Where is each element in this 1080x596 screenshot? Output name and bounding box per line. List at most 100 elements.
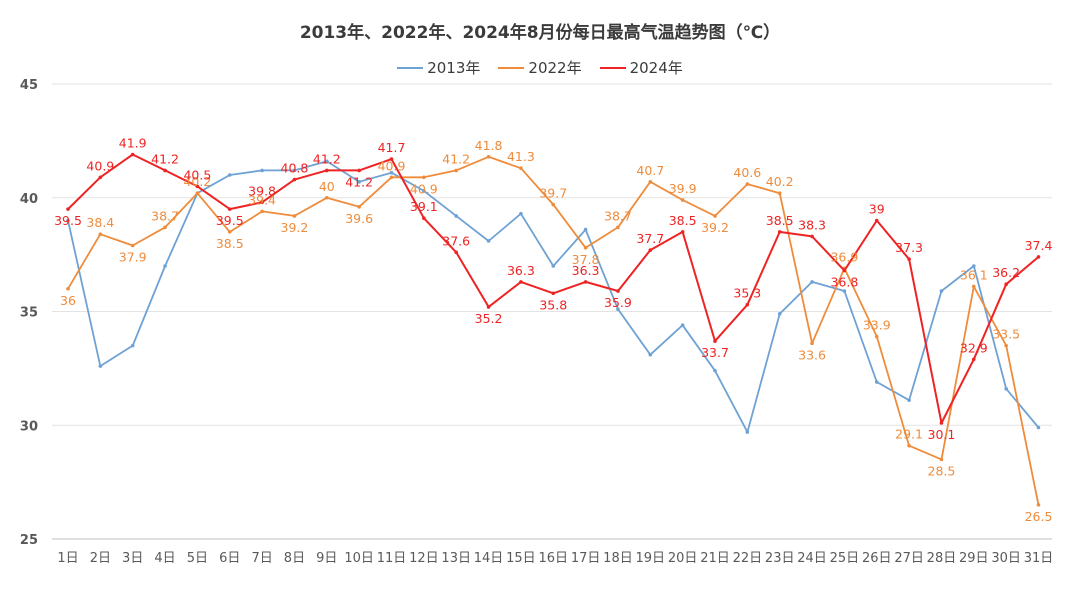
- x-tick-label: 25日: [830, 551, 860, 566]
- data-label: 41.2: [313, 151, 341, 166]
- data-label: 38.5: [216, 236, 244, 251]
- data-point: [616, 289, 620, 293]
- x-tick-label: 29日: [959, 551, 989, 566]
- data-label: 38.3: [798, 217, 826, 232]
- data-label: 36: [60, 293, 76, 308]
- data-point: [551, 202, 556, 207]
- data-point: [454, 250, 459, 255]
- x-tick-label: 3日: [122, 551, 143, 566]
- data-point: [486, 155, 491, 159]
- x-tick-label: 10日: [344, 551, 374, 566]
- data-point: [519, 211, 523, 216]
- legend-label-2013: 2013年: [427, 59, 481, 77]
- data-point: [325, 159, 329, 164]
- data-point: [519, 280, 523, 284]
- data-label: 40.9: [86, 158, 114, 173]
- data-point: [325, 168, 329, 173]
- x-tick-label: 28日: [927, 551, 957, 566]
- data-label: 41.3: [507, 149, 535, 164]
- data-point: [454, 168, 459, 173]
- data-point: [583, 280, 588, 284]
- data-point: [648, 180, 653, 184]
- data-point: [616, 225, 620, 230]
- data-point: [713, 214, 717, 218]
- data-point: [163, 168, 167, 173]
- data-label: 36.3: [572, 263, 600, 278]
- data-label: 36.9: [830, 249, 858, 264]
- data-point: [357, 205, 361, 209]
- legend-item-2022[interactable]: 2022年: [498, 57, 582, 78]
- data-point: [66, 218, 70, 223]
- x-tick-label: 11日: [377, 551, 407, 566]
- data-label: 37.4: [1025, 238, 1053, 253]
- data-point: [616, 307, 620, 312]
- data-point: [98, 364, 103, 368]
- data-point: [583, 227, 588, 232]
- data-point: [907, 257, 911, 261]
- data-point: [292, 214, 297, 218]
- data-point: [66, 286, 70, 291]
- data-label: 37.8: [572, 252, 600, 267]
- data-label: 39.5: [216, 213, 244, 228]
- data-label: 41.2: [345, 174, 373, 189]
- x-tick-label: 26日: [862, 551, 892, 566]
- x-tick-label: 2日: [90, 551, 111, 566]
- data-point: [972, 264, 976, 268]
- legend-label-2022: 2022年: [528, 59, 582, 77]
- data-label: 36.1: [960, 267, 988, 282]
- data-point: [745, 182, 750, 186]
- x-tick-label: 7日: [251, 551, 272, 566]
- data-label: 39.2: [281, 220, 309, 235]
- y-tick-label: 35: [20, 306, 38, 321]
- data-label: 26.5: [1025, 509, 1053, 524]
- data-point: [98, 175, 103, 180]
- data-point: [680, 198, 685, 202]
- data-label: 35.2: [475, 311, 503, 326]
- legend-item-2013[interactable]: 2013年: [397, 57, 480, 78]
- y-tick-label: 25: [20, 533, 38, 548]
- x-tick-label: 24日: [797, 551, 827, 566]
- data-label: 39.7: [539, 186, 567, 201]
- data-point: [260, 200, 264, 205]
- data-point: [1004, 343, 1008, 348]
- data-label: 35.8: [539, 297, 567, 312]
- data-label: 37.3: [895, 240, 923, 255]
- legend-swatch-2024: [599, 66, 626, 69]
- data-point: [939, 421, 944, 425]
- data-label: 39.4: [248, 192, 276, 207]
- data-point: [874, 380, 879, 384]
- data-label: 39: [869, 202, 885, 217]
- data-label: 37.7: [636, 231, 664, 246]
- y-tick-label: 40: [20, 192, 38, 207]
- x-tick-label: 5日: [187, 551, 208, 566]
- series-line-2022年: [67, 155, 1040, 506]
- x-tick-label: 6日: [219, 551, 240, 566]
- data-label: 41.2: [151, 151, 179, 166]
- data-point: [972, 357, 976, 362]
- x-tick-label: 12日: [409, 551, 439, 566]
- data-point: [357, 180, 361, 184]
- data-point: [551, 264, 556, 268]
- data-point: [777, 191, 782, 195]
- legend-item-2024[interactable]: 2024年: [599, 57, 683, 78]
- data-label: 39.6: [345, 211, 373, 226]
- x-tick-label: 21日: [700, 551, 730, 566]
- x-tick-label: 31日: [1024, 551, 1054, 566]
- data-label: 39.2: [701, 220, 729, 235]
- data-label: 35.3: [733, 286, 761, 301]
- data-point: [1036, 425, 1041, 430]
- data-label: 41.2: [442, 151, 470, 166]
- data-label: 40.2: [766, 174, 794, 189]
- data-point: [130, 152, 135, 157]
- data-point: [1004, 282, 1008, 287]
- data-point: [389, 157, 394, 161]
- data-point: [1036, 255, 1041, 259]
- data-point: [422, 175, 426, 180]
- data-label: 33.6: [798, 347, 826, 362]
- data-point: [680, 230, 685, 234]
- data-point: [648, 248, 653, 252]
- data-point: [519, 166, 523, 170]
- data-point: [842, 268, 847, 273]
- data-point: [325, 195, 329, 200]
- data-point: [486, 305, 491, 309]
